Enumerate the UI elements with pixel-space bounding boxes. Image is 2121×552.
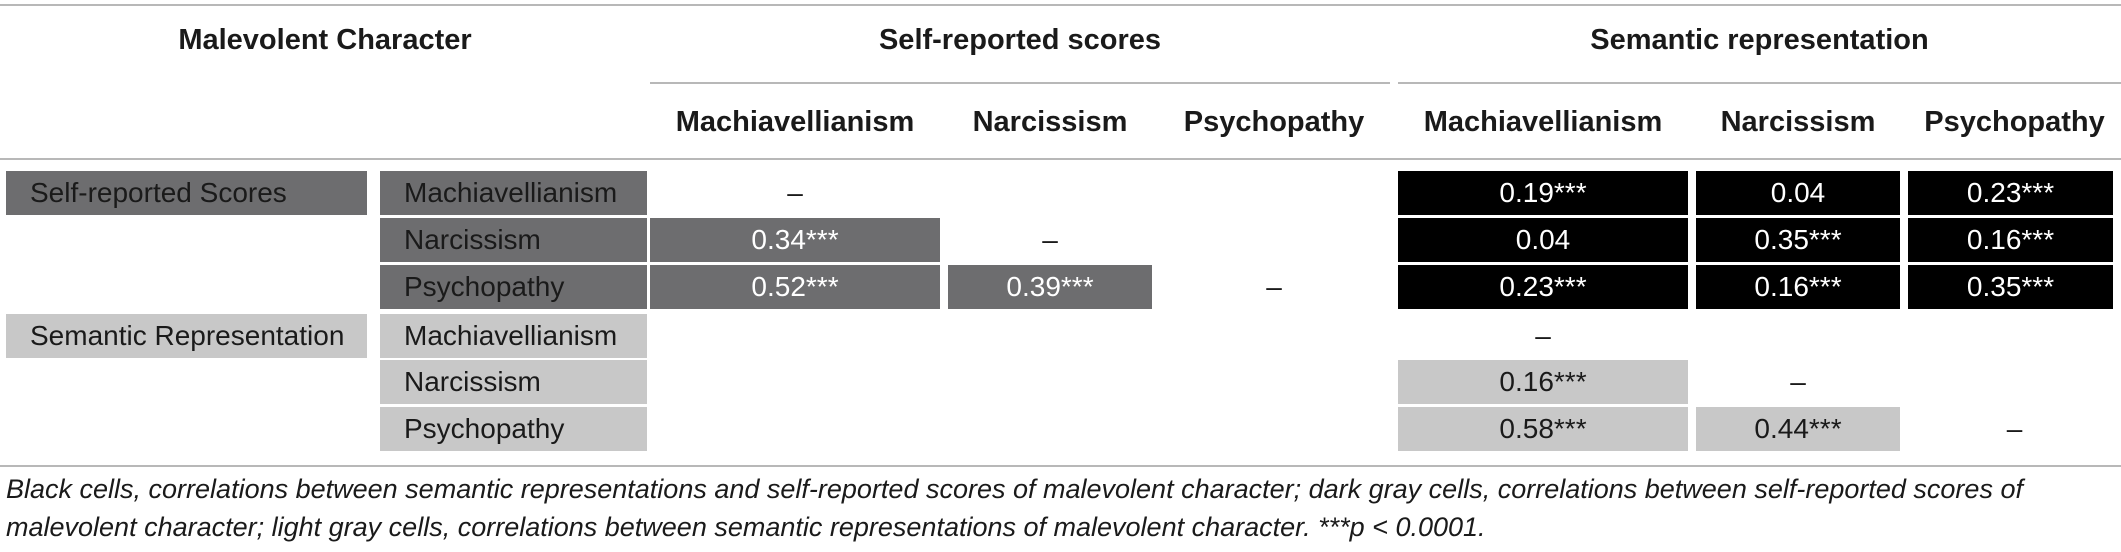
cell-r3-sr-mach: 0.52*** bbox=[650, 265, 940, 309]
col-header-sr-narcissism: Narcissism bbox=[972, 106, 1128, 138]
self-reported-group-rule bbox=[650, 82, 1390, 84]
col-header-sem-psychopathy: Psychopathy bbox=[1924, 106, 2105, 138]
cell-r6-sem-narc: 0.44*** bbox=[1696, 407, 1900, 451]
top-rule bbox=[0, 4, 2121, 6]
cell-r1-sr-mach: – bbox=[787, 177, 803, 208]
row-label-sem-psychopathy: Psychopathy bbox=[380, 407, 647, 451]
cell-r1-sem-narc: 0.04 bbox=[1696, 171, 1900, 215]
table-bottom-rule bbox=[0, 465, 2121, 467]
group-label-semantic: Semantic Representation bbox=[6, 314, 367, 358]
cell-r1-sem-mach: 0.19*** bbox=[1398, 171, 1688, 215]
cell-r2-sr-narc: – bbox=[1042, 224, 1058, 255]
group-label-self-reported: Self-reported Scores bbox=[6, 171, 367, 215]
row-label-sr-machiavellianism: Machiavellianism bbox=[380, 171, 647, 215]
col-header-sr-psychopathy: Psychopathy bbox=[1183, 106, 1365, 138]
header-semantic-representation: Semantic representation bbox=[1590, 24, 1929, 56]
cell-r3-sr-narc: 0.39*** bbox=[948, 265, 1152, 309]
cell-r2-sem-mach: 0.04 bbox=[1398, 218, 1688, 262]
row-label-sr-narcissism: Narcissism bbox=[380, 218, 647, 262]
cell-r2-sem-narc: 0.35*** bbox=[1696, 218, 1900, 262]
col-header-sem-narcissism: Narcissism bbox=[1720, 106, 1876, 138]
col-header-sr-machiavellianism: Machiavellianism bbox=[675, 106, 915, 138]
row-label-sem-machiavellianism: Machiavellianism bbox=[380, 314, 647, 358]
cell-r6-sem-psych: – bbox=[2006, 413, 2023, 444]
semantic-group-rule bbox=[1398, 82, 2121, 84]
cell-r6-sem-mach: 0.58*** bbox=[1398, 407, 1688, 451]
col-header-sem-machiavellianism: Machiavellianism bbox=[1423, 106, 1663, 138]
header-malevolent-character: Malevolent Character bbox=[178, 24, 472, 56]
cell-r4-sem-mach: – bbox=[1535, 320, 1551, 351]
header-bottom-rule bbox=[0, 158, 2121, 160]
row-label-sem-narcissism: Narcissism bbox=[380, 360, 647, 404]
cell-r2-sr-mach: 0.34*** bbox=[650, 218, 940, 262]
cell-r3-sem-narc: 0.16*** bbox=[1696, 265, 1900, 309]
cell-r3-sem-mach: 0.23*** bbox=[1398, 265, 1688, 309]
cell-r2-sem-psych: 0.16*** bbox=[1908, 218, 2113, 262]
cell-r3-sem-psych: 0.35*** bbox=[1908, 265, 2113, 309]
row-label-sr-psychopathy: Psychopathy bbox=[380, 265, 647, 309]
cell-r3-sr-psych: – bbox=[1266, 271, 1282, 302]
cell-r5-sem-narc: – bbox=[1790, 366, 1806, 397]
cell-r1-sem-psych: 0.23*** bbox=[1908, 171, 2113, 215]
header-self-reported-scores: Self-reported scores bbox=[878, 24, 1162, 56]
table-footnote: Black cells, correlations between semant… bbox=[6, 474, 2023, 542]
cell-r5-sem-mach: 0.16*** bbox=[1398, 360, 1688, 404]
